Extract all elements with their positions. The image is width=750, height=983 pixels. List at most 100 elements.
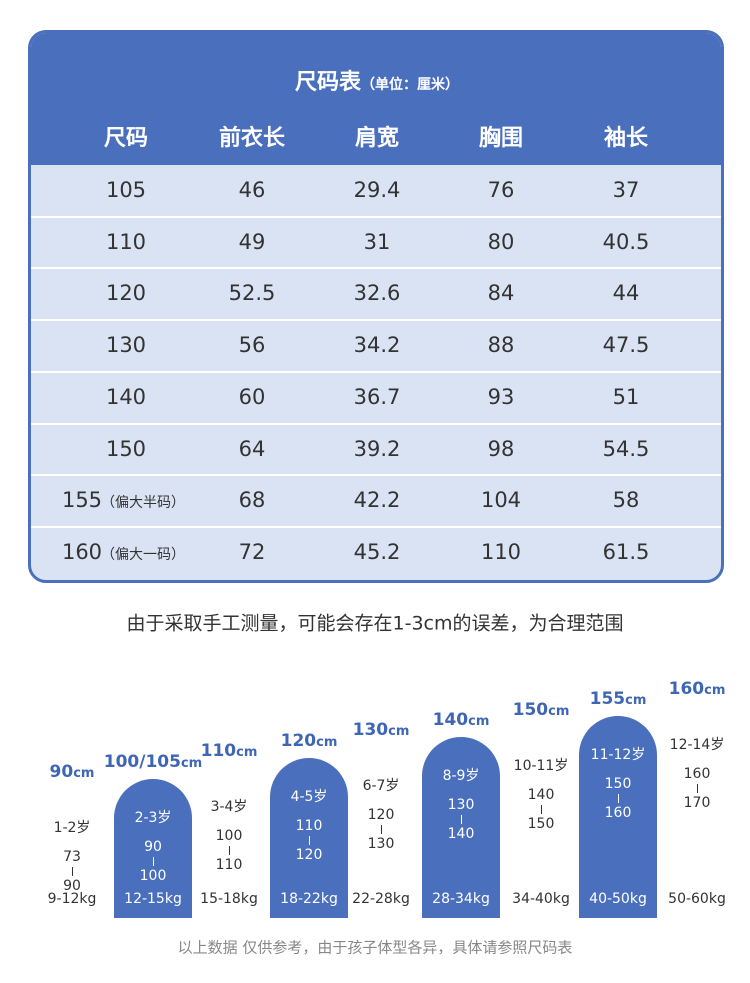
height-label: 120cm [281,731,338,751]
height-min: 120 [367,807,395,824]
measure-cell: 88 [487,333,515,358]
age: 11-12岁 [590,747,646,764]
height-label: 160cm [669,679,726,699]
height-min: 130 [447,797,475,813]
height-label: 90cm [50,762,95,782]
measure-cell: 61.5 [602,539,650,564]
measure-cell: 68 [238,488,266,513]
height-label: 100/105cm [104,752,202,772]
age: 3-4岁 [210,799,248,816]
height-max: 130 [367,836,395,853]
size-arch [114,778,192,918]
height-value: 100/105 [103,751,181,772]
size-cell: 150 [105,436,147,461]
range-divider [696,783,698,793]
range-divider [228,846,230,856]
column-header: 前衣长 [218,126,286,151]
height-label: 110cm [201,741,258,761]
column-header: 胸围 [478,126,524,151]
height-unit: cm [468,714,490,729]
measure-cell: 39.2 [353,436,401,461]
size-note: （偏大一码） [101,546,185,563]
height-unit: cm [236,745,258,761]
row-separator [31,319,721,322]
table-title-wrap: 尺码表（单位：厘米） [295,64,459,96]
height-label: 130cm [353,720,410,740]
size-cell: 130 [105,333,147,358]
measure-cell: 76 [487,178,515,202]
height-label: 150cm [513,700,570,720]
height-label: 140cm [433,710,490,730]
height-unit: cm [180,755,203,771]
weight: 34-40kg [512,891,570,907]
height-value: 120 [280,730,317,751]
size-table [28,30,724,583]
age: 4-5岁 [290,788,328,805]
footer-note: 以上数据 仅供参考，由于孩子体型各异，具体请参照尺码表 [177,938,573,957]
size-cell: 140 [105,384,147,409]
size-cell: 105 [105,178,147,202]
height-max: 140 [447,826,475,842]
measure-cell: 58 [612,488,640,513]
height-value: 160 [668,678,705,699]
weight: 9-12kg [47,891,97,907]
measure-note: 由于采取手工测量，可能会存在1-3cm的误差，为合理范围 [126,612,624,635]
size-cell: 160 [61,539,103,564]
measure-cell: 72 [238,539,266,564]
age: 10-11岁 [513,757,569,774]
measure-cell: 36.7 [353,384,401,409]
height-min: 160 [683,765,711,782]
measure-cell: 47.5 [602,333,650,358]
height-unit: cm [548,703,570,719]
measure-cell: 51 [612,384,640,409]
measure-cell: 52.5 [228,281,276,306]
height-value: 110 [200,741,237,762]
weight: 18-22kg [280,891,338,907]
height-min: 140 [527,786,555,803]
row-separator [31,370,721,373]
measure-cell: 93 [487,384,515,409]
height-min: 90 [144,838,162,855]
table-title: 尺码表 [294,70,362,95]
measure-cell: 31 [363,229,391,254]
range-divider [460,815,462,824]
measure-cell: 29.4 [353,178,401,202]
height-max: 110 [215,857,243,874]
measure-cell: 49 [238,229,266,254]
weight: 40-50kg [589,891,647,907]
size-arch [579,716,657,918]
height-max: 90 [63,878,81,894]
age: 2-3岁 [134,809,172,826]
height-unit: cm [625,693,647,709]
age: 12-14岁 [669,736,725,753]
measure-cell: 56 [238,333,266,358]
weight: 28-34kg [432,891,490,907]
height-value: 140 [432,710,469,730]
column-header: 肩宽 [354,126,400,151]
range-divider [308,835,310,845]
measure-cell: 104 [480,488,522,513]
range-divider [71,867,73,876]
size-note: （偏大半码） [101,495,185,512]
size-cell: 155 [61,488,103,513]
range-divider [617,794,619,804]
height-unit: cm [316,734,338,750]
row-separator [31,474,721,477]
age: 8-9岁 [442,768,480,784]
measure-cell: 110 [480,539,522,564]
height-value: 150 [512,699,549,720]
height-label: 155cm [590,689,647,709]
measure-cell: 46 [238,178,266,202]
range-divider [152,856,154,866]
table-unit: （单位：厘米） [361,77,460,93]
row-separator [31,215,721,218]
weight: 15-18kg [200,891,258,907]
measure-cell: 80 [487,229,515,254]
height-min: 73 [63,849,81,865]
height-max: 160 [604,805,632,822]
weight: 50-60kg [668,891,726,907]
height-unit: cm [388,724,410,740]
height-min: 100 [215,828,243,845]
age: 6-7岁 [362,778,400,795]
